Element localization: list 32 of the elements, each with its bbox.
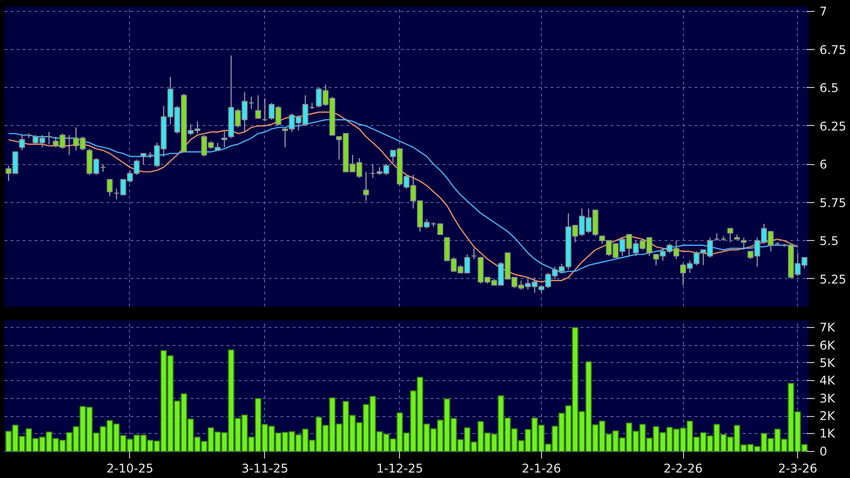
x-tick-label: 3-11-25 bbox=[241, 462, 288, 476]
candlestick bbox=[255, 94, 262, 119]
x-tick-label: 2-3-26 bbox=[778, 462, 818, 476]
candlestick bbox=[471, 248, 477, 260]
x-tick-label: 1-12-25 bbox=[376, 462, 424, 476]
y-tick-label: 7 bbox=[820, 4, 828, 19]
candlestick bbox=[19, 134, 25, 151]
x-tick-label: 2-2-26 bbox=[663, 462, 703, 476]
candlestick bbox=[221, 130, 228, 148]
y-tick-label: 6.5 bbox=[820, 81, 839, 96]
y-tick-label: 5.5 bbox=[820, 234, 839, 248]
candlestick bbox=[106, 178, 113, 197]
y-tick-label: 1K bbox=[820, 426, 836, 441]
candlestick bbox=[727, 228, 734, 243]
y-tick-label: 7K bbox=[820, 320, 836, 335]
x-tick-label: 2-10-25 bbox=[106, 462, 154, 476]
y-tick-label: 6 bbox=[820, 158, 828, 172]
y-tick-label: 4K bbox=[820, 374, 836, 388]
y-tick-label: 3K bbox=[820, 391, 836, 406]
y-tick-label: 6.25 bbox=[820, 119, 846, 134]
candlestick bbox=[46, 132, 52, 145]
y-tick-label: 5.25 bbox=[820, 272, 846, 286]
y-tick-label: 5K bbox=[820, 356, 836, 370]
candlestick bbox=[363, 171, 369, 202]
candlestick bbox=[740, 237, 747, 250]
candlestick bbox=[262, 98, 268, 122]
y-tick-label: 5.75 bbox=[820, 196, 846, 210]
y-tick-label: 2K bbox=[820, 409, 836, 424]
x-tick-label: 2-1-26 bbox=[522, 462, 562, 476]
y-tick-label: 0 bbox=[820, 444, 828, 458]
y-tick-label: 6.75 bbox=[820, 42, 846, 57]
y-tick-label: 6K bbox=[820, 338, 836, 352]
